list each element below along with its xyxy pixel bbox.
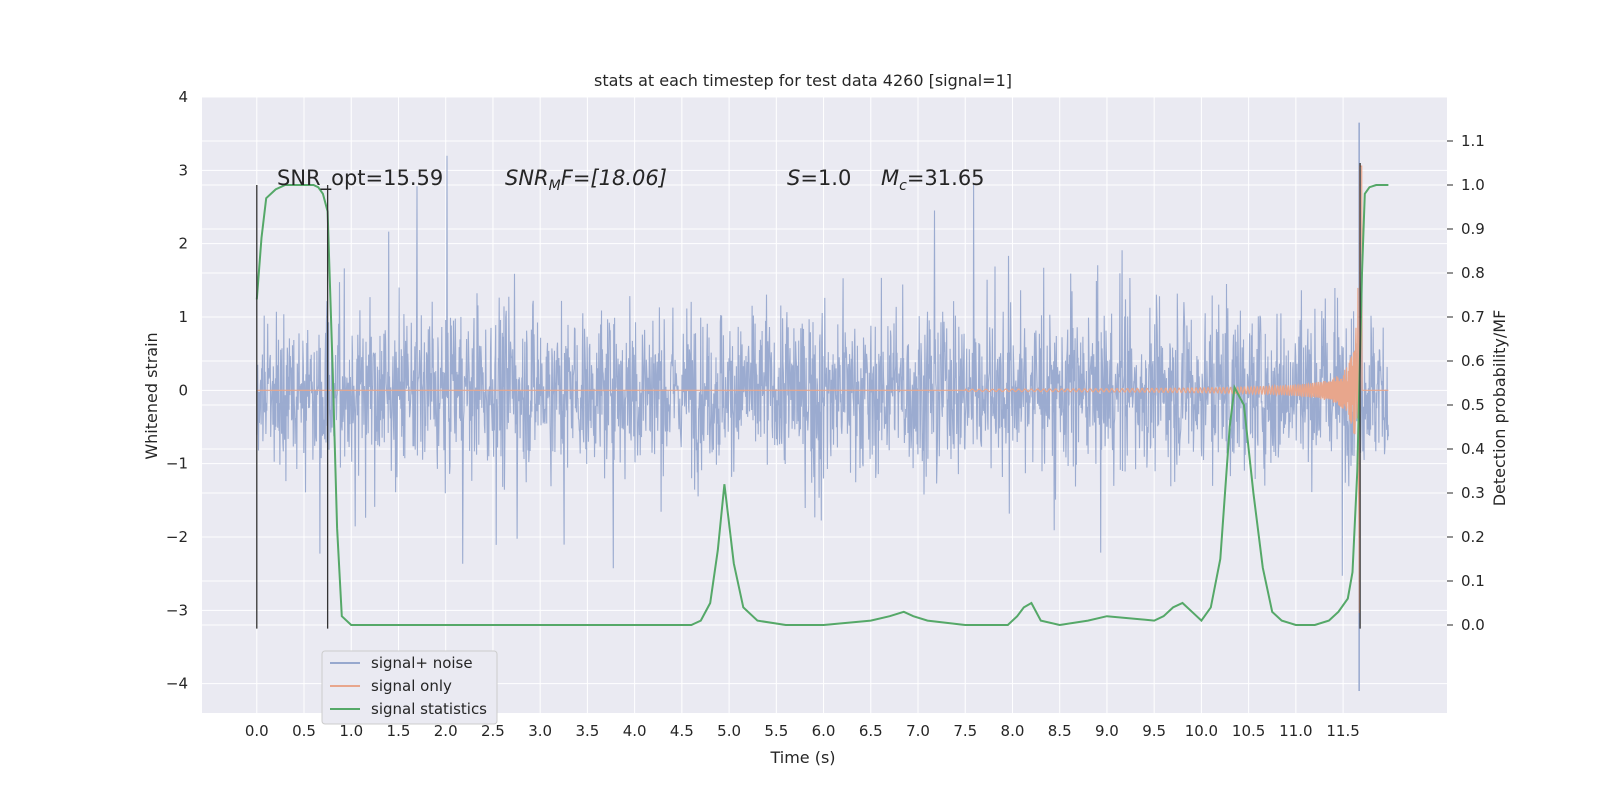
x-tick-label: 6.5 (859, 722, 883, 740)
y2-tick-label: 0.9 (1461, 220, 1485, 238)
x-tick-label: 9.0 (1095, 722, 1119, 740)
annotation-s-label: S (787, 166, 800, 190)
x-tick-label: 2.5 (481, 722, 505, 740)
y-tick-label: 2 (178, 235, 188, 253)
annotation-snr-mf-sub: M (549, 178, 561, 194)
y-tick-label: 0 (178, 381, 188, 399)
y-tick-label: 3 (178, 161, 188, 179)
y2-tick-label: 0.1 (1461, 572, 1485, 590)
y-tick-label: −1 (166, 455, 188, 473)
y-tick-label: −4 (166, 675, 188, 693)
x-tick-label: 0.5 (292, 722, 316, 740)
x-tick-label: 5.0 (717, 722, 741, 740)
annotation-snr-mf: SNRMF=[18.06] (505, 166, 667, 194)
legend: signal+ noise signal only signal statist… (321, 650, 498, 725)
x-tick-label: 3.5 (575, 722, 599, 740)
x-tick-label: 11.0 (1279, 722, 1312, 740)
annotation-mc-value: =31.65 (907, 166, 985, 190)
signal-only-series (256, 165, 1389, 614)
y2-tick-label: 0.7 (1461, 308, 1485, 326)
y-tick-label: 1 (178, 308, 188, 326)
x-tick-label: 8.0 (1001, 722, 1025, 740)
annotation-mc-sub: c (899, 178, 907, 194)
x-tick-label: 4.0 (623, 722, 647, 740)
legend-label-noise: signal+ noise (371, 654, 473, 672)
chart-title: stats at each timestep for test data 426… (594, 71, 1012, 90)
y-axis-ticks: −4 −3 −2 −1 0 1 2 3 4 (166, 88, 188, 693)
x-tick-label: 3.0 (528, 722, 552, 740)
y2-tick-label: 0.2 (1461, 528, 1485, 546)
x-tick-label: 9.5 (1142, 722, 1166, 740)
vertical-markers (256, 163, 1361, 629)
signal-trace (256, 165, 1389, 614)
x-tick-label: 4.5 (670, 722, 694, 740)
x-tick-label: 0.0 (245, 722, 269, 740)
x-tick-label: 7.0 (906, 722, 930, 740)
x-axis-label: Time (s) (769, 748, 835, 767)
legend-label-stats: signal statistics (371, 700, 487, 718)
y2-tick-label: 0.6 (1461, 352, 1485, 370)
y2-tick-label: 1.1 (1461, 132, 1485, 150)
noise-trace (256, 155, 1389, 576)
y2-tick-label: 0.4 (1461, 440, 1485, 458)
annotation-snr-mf-value: F=[18.06] (561, 166, 667, 190)
stats-trace (255, 184, 1389, 627)
x-tick-label: 10.0 (1185, 722, 1218, 740)
annotation-s: S=1.0 (787, 166, 851, 190)
x-tick-label: 5.5 (764, 722, 788, 740)
legend-label-signal: signal only (371, 677, 452, 695)
annotation-snr-opt: SNR_opt=15.59 (277, 166, 443, 191)
annotation-mc-label: M (881, 166, 899, 190)
annotation-s-value: =1.0 (800, 166, 851, 190)
y-tick-label: 4 (178, 88, 188, 106)
y-axis-label: Whitened strain (142, 332, 161, 459)
x-tick-label: 1.0 (339, 722, 363, 740)
legend-box (321, 650, 498, 725)
y2-axis-ticks: 0.0 0.1 0.2 0.3 0.4 0.5 0.6 0.7 0.8 0.9 1.0 1.1 (1447, 132, 1485, 634)
x-tick-label: 1.5 (387, 722, 411, 740)
y2-tick-label: 1.0 (1461, 176, 1485, 194)
x-tick-label: 2.0 (434, 722, 458, 740)
y2-axis-label: Detection probability/MF (1490, 310, 1509, 507)
y2-tick-label: 0.8 (1461, 264, 1485, 282)
annotation-mc: Mc=31.65 (881, 166, 985, 194)
x-tick-label: 10.5 (1232, 722, 1265, 740)
x-tick-label: 11.5 (1326, 722, 1359, 740)
annotation-snr-mf-label: SNR (505, 166, 549, 190)
signal-statistics-series (255, 184, 1389, 627)
y2-tick-label: 0.5 (1461, 396, 1485, 414)
x-tick-label: 8.5 (1048, 722, 1072, 740)
y-tick-label: −2 (166, 528, 188, 546)
x-axis-ticks: 0.0 0.5 1.0 1.5 2.0 2.5 3.0 3.5 4.0 4.5 5.0 5.5 6.0 6… (245, 722, 1360, 740)
y2-tick-label: 0.3 (1461, 484, 1485, 502)
y2-tick-label: 0.0 (1461, 616, 1485, 634)
x-tick-label: 6.0 (812, 722, 836, 740)
x-tick-label: 7.5 (953, 722, 977, 740)
y-tick-label: −3 (166, 601, 188, 619)
